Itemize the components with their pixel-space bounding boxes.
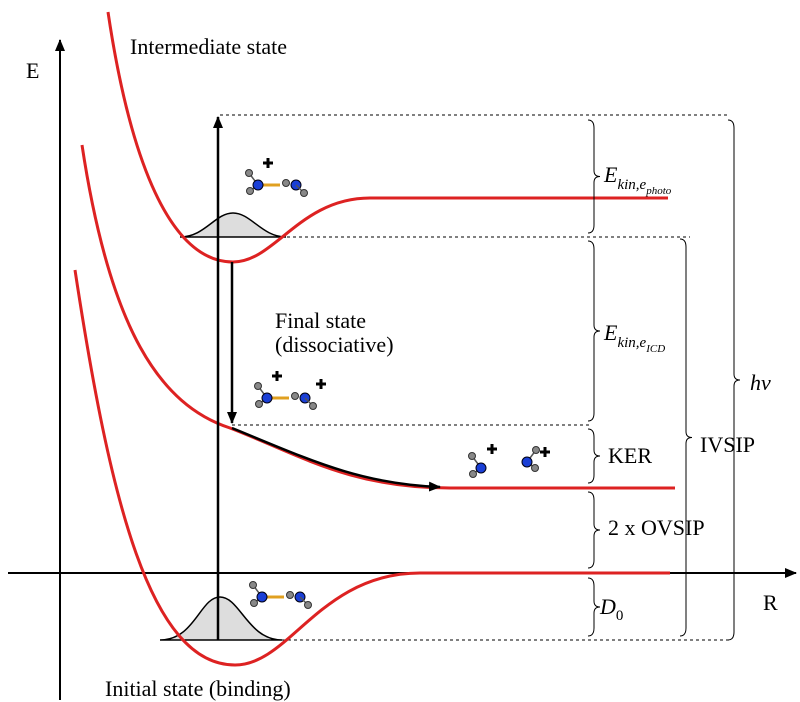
atom xyxy=(246,170,253,177)
atom xyxy=(476,463,486,473)
dissociation-arrow xyxy=(232,428,440,487)
atom xyxy=(251,600,258,607)
brace xyxy=(588,578,600,636)
atom xyxy=(301,190,308,197)
state-label: Final state xyxy=(275,308,366,333)
brace xyxy=(588,120,600,233)
atom xyxy=(522,457,532,467)
brace xyxy=(588,241,600,421)
brace xyxy=(588,429,600,483)
energy-label: Ekin,ephoto xyxy=(603,162,672,197)
atom xyxy=(257,592,267,602)
brace xyxy=(680,239,692,636)
final-curve xyxy=(82,145,675,488)
atom xyxy=(533,447,540,454)
atom xyxy=(470,471,477,478)
energy-label: hν xyxy=(750,370,771,395)
energy-label: IVSIP xyxy=(700,432,755,457)
energy-label: KER xyxy=(608,443,652,468)
atom xyxy=(262,393,272,403)
initial-curve xyxy=(75,270,670,665)
y-axis-label: E xyxy=(26,58,39,83)
atom xyxy=(283,180,290,187)
atom xyxy=(305,602,312,609)
energy-label: 2 x OVSIP xyxy=(608,515,705,540)
atom xyxy=(256,401,263,408)
atom xyxy=(532,465,539,472)
brace xyxy=(588,492,600,568)
atom xyxy=(247,188,254,195)
energy-label: D0 xyxy=(599,594,623,624)
diagram: E R Intermediate state Final state (diss… xyxy=(0,0,800,702)
atom xyxy=(292,393,299,400)
atom xyxy=(253,180,263,190)
atom xyxy=(310,403,317,410)
wavepacket xyxy=(180,213,286,237)
atom xyxy=(255,383,262,390)
state-label: Intermediate state xyxy=(130,34,287,59)
atom xyxy=(469,453,476,460)
state-label: Initial state (binding) xyxy=(105,676,291,701)
atom xyxy=(287,592,294,599)
brace xyxy=(728,120,740,640)
state-label: (dissociative) xyxy=(275,332,394,357)
x-axis-label: R xyxy=(763,590,778,615)
energy-label: Ekin,eICD xyxy=(603,320,665,355)
atom xyxy=(250,582,257,589)
